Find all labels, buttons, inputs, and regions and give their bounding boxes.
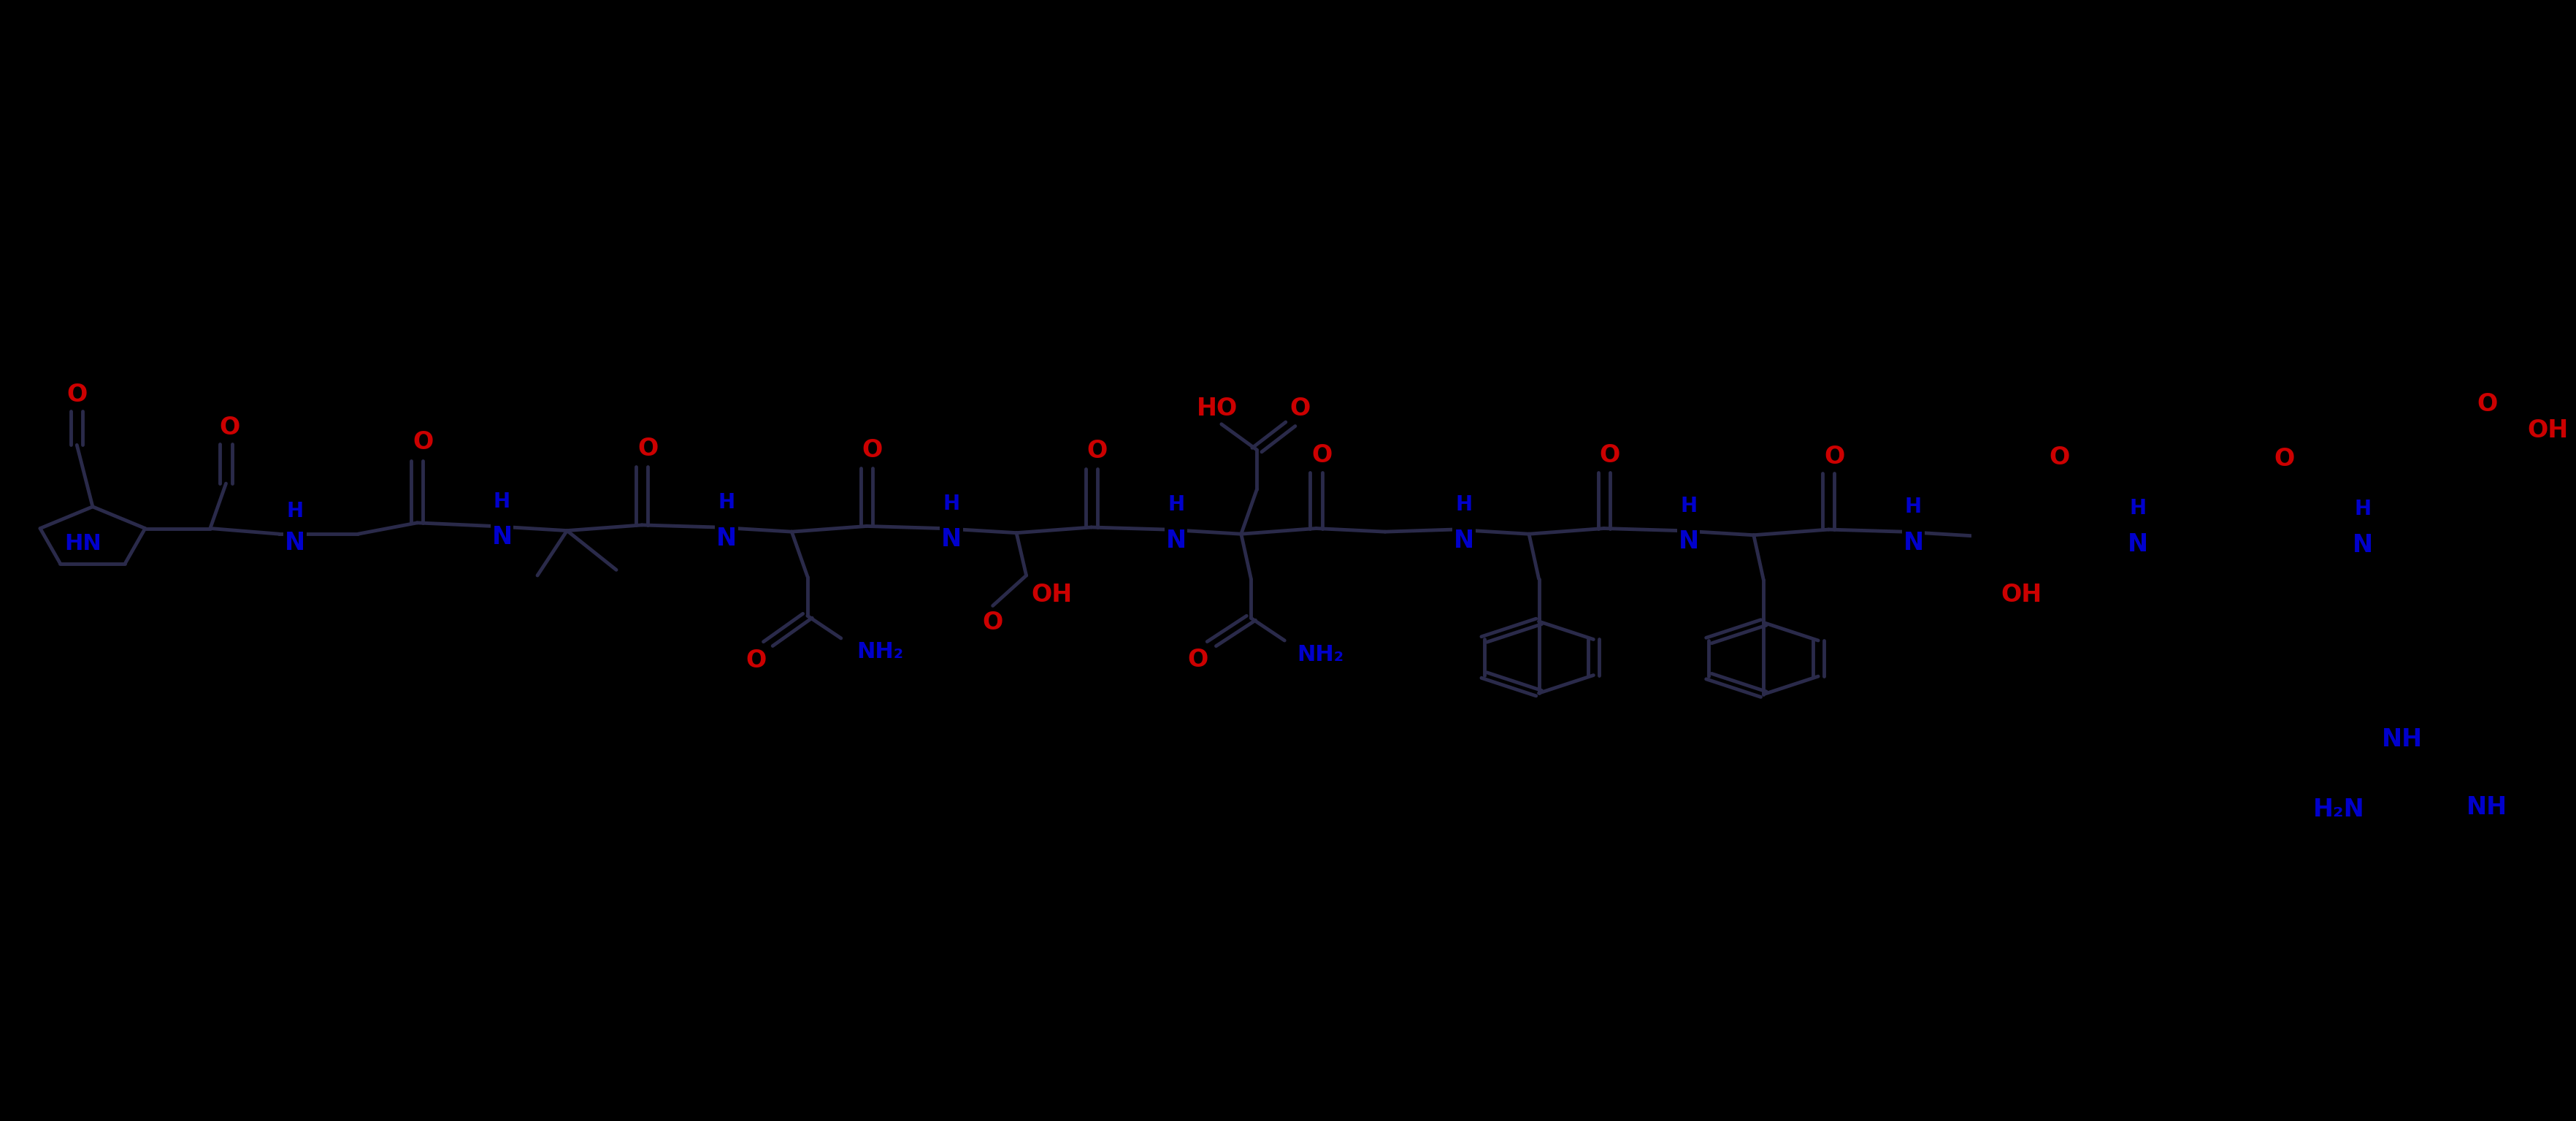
Text: H: H xyxy=(2130,498,2146,518)
Text: O: O xyxy=(2476,392,2496,416)
Text: NH₂: NH₂ xyxy=(1296,645,1345,666)
Text: H: H xyxy=(1680,495,1698,516)
Text: N: N xyxy=(1167,529,1188,553)
Text: O: O xyxy=(219,416,240,439)
Text: H: H xyxy=(495,491,510,511)
Text: H: H xyxy=(286,501,304,521)
Text: H: H xyxy=(2354,499,2372,519)
Text: H₂N: H₂N xyxy=(2313,798,2365,822)
Text: O: O xyxy=(1188,648,1208,671)
Text: H: H xyxy=(1904,497,1922,517)
Text: O: O xyxy=(1291,397,1311,420)
Text: OH: OH xyxy=(2527,419,2568,443)
Text: N: N xyxy=(2352,534,2372,557)
Text: NH: NH xyxy=(2383,728,2421,751)
Text: O: O xyxy=(2048,446,2069,470)
Text: O: O xyxy=(2275,447,2295,471)
Text: N: N xyxy=(940,528,961,552)
Text: N: N xyxy=(492,526,513,549)
Text: O: O xyxy=(67,382,88,407)
Text: N: N xyxy=(2128,532,2148,556)
Text: O: O xyxy=(1311,444,1332,467)
Text: OH: OH xyxy=(1030,583,1072,606)
Text: O: O xyxy=(1824,445,1844,469)
Text: O: O xyxy=(412,430,433,454)
Text: HN: HN xyxy=(64,534,100,554)
Text: NH: NH xyxy=(2465,796,2506,819)
Text: H: H xyxy=(1455,494,1473,515)
Text: H: H xyxy=(943,493,961,513)
Text: H: H xyxy=(719,492,734,512)
Text: NH₂: NH₂ xyxy=(858,641,904,663)
Text: O: O xyxy=(747,649,768,673)
Text: O: O xyxy=(1087,439,1108,463)
Text: O: O xyxy=(1600,444,1620,467)
Text: N: N xyxy=(1904,531,1924,555)
Text: N: N xyxy=(1680,530,1700,554)
Text: OH: OH xyxy=(2002,583,2043,606)
Text: HO: HO xyxy=(1198,397,1239,420)
Text: N: N xyxy=(1453,529,1473,553)
Text: H: H xyxy=(1167,494,1185,515)
Text: O: O xyxy=(863,438,884,462)
Text: N: N xyxy=(286,531,304,555)
Text: N: N xyxy=(716,527,737,550)
Text: O: O xyxy=(636,437,657,461)
Text: O: O xyxy=(981,611,1002,634)
